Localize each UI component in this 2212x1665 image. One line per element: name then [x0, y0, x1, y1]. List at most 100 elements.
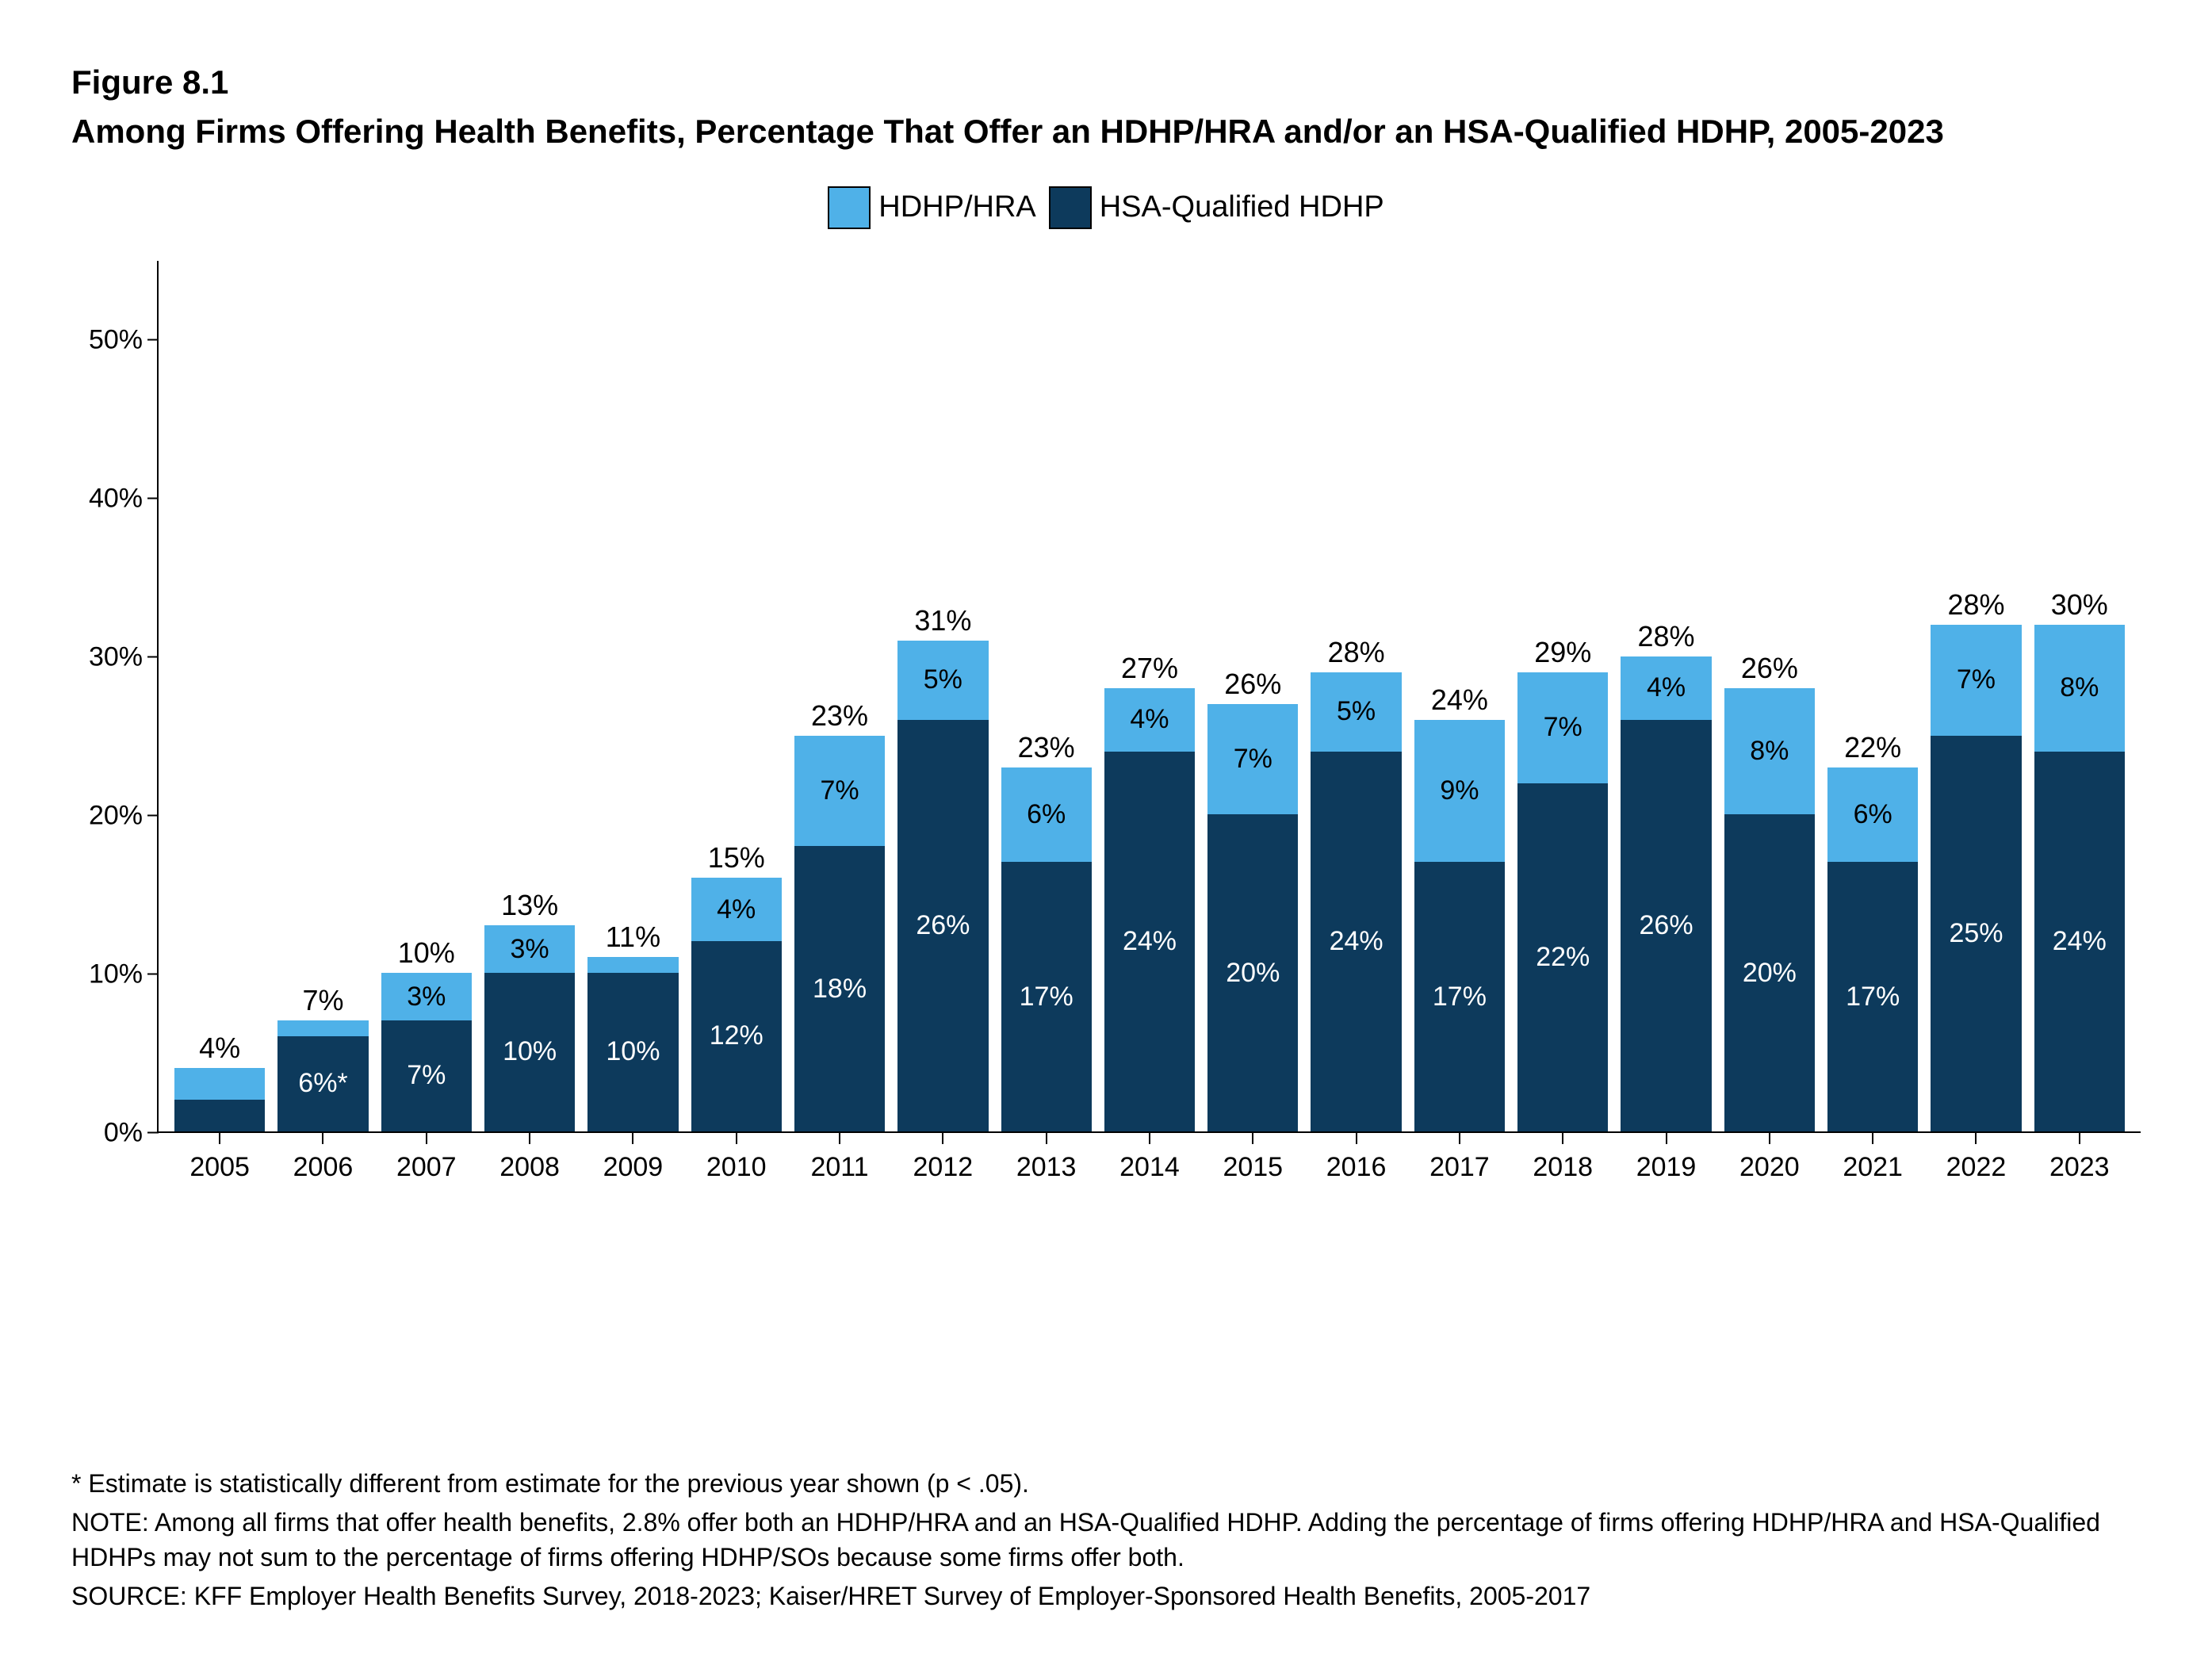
bar-total-label: 7%	[302, 984, 343, 1017]
x-tick: 2014	[1104, 1133, 1195, 1183]
segment-label: 9%	[1440, 775, 1479, 806]
x-tick-mark-icon	[1356, 1133, 1357, 1144]
bar: 7%6%*	[277, 1020, 368, 1131]
bar: 30%8%24%	[2034, 625, 2125, 1131]
segment-label: 22%	[1536, 942, 1590, 973]
bar-total-label: 26%	[1224, 668, 1281, 701]
x-tick: 2021	[1827, 1133, 1918, 1183]
bar-slot: 7% 6%*	[277, 261, 368, 1131]
bar-segment-hsa: 20%	[1207, 814, 1298, 1131]
bar-slot: 26%8%20%	[1724, 261, 1815, 1131]
x-tick-mark-icon	[2079, 1133, 2080, 1144]
bar-slot: 28%7%25%	[1931, 261, 2021, 1131]
bar-segment-hsa: 26%	[897, 720, 988, 1131]
x-tick-mark-icon	[1975, 1133, 1977, 1144]
x-tick-label: 2021	[1827, 1152, 1918, 1183]
segment-label: 18%	[813, 974, 867, 1005]
bar-slot: 24%9%17%	[1414, 261, 1505, 1131]
segment-label: 10%	[503, 1036, 557, 1067]
bar-segment-hsa: 7%	[381, 1020, 472, 1131]
x-tick-mark-icon	[736, 1133, 737, 1144]
x-axis: 2005200620072008200920102011201220132014…	[159, 1133, 2141, 1183]
x-tick-label: 2006	[277, 1152, 368, 1183]
bar: 28%7%25%	[1931, 625, 2021, 1131]
bar-slot: 29% 7% 22%	[1517, 261, 1608, 1131]
x-tick-label: 2018	[1517, 1152, 1608, 1183]
bar-segment-hsa: 10%	[587, 973, 678, 1131]
legend: HDHP/HRA HSA-Qualified HDHP	[71, 186, 2141, 229]
bar: 28%4%26%	[1621, 656, 1711, 1131]
x-tick: 2012	[897, 1133, 988, 1183]
chart-title: Among Firms Offering Health Benefits, Pe…	[71, 109, 2141, 155]
x-tick-label: 2016	[1311, 1152, 1401, 1183]
bar-slot: 23%7%18%	[794, 261, 885, 1131]
segment-label: 8%	[1750, 736, 1789, 767]
bar-segment-hdhp-hra: 6%	[1827, 767, 1918, 863]
bar: 22%6%17%	[1827, 767, 1918, 1131]
bar-segment-hdhp-hra: 7%	[1931, 625, 2021, 736]
bar-segment-hsa: 24%	[1311, 752, 1401, 1131]
y-tick-mark-icon	[147, 815, 159, 817]
legend-item-hdhp-hra: HDHP/HRA	[828, 186, 1035, 229]
x-tick: 2018	[1517, 1133, 1608, 1183]
x-tick-label: 2015	[1207, 1152, 1298, 1183]
x-tick: 2008	[484, 1133, 575, 1183]
x-tick-label: 2009	[587, 1152, 678, 1183]
bar-total-label: 31%	[914, 604, 971, 637]
bar-segment-hdhp-hra: 5%	[1311, 672, 1401, 752]
bar: 23%7%18%	[794, 736, 885, 1131]
y-tick: 20%	[71, 800, 157, 831]
x-tick: 2017	[1414, 1133, 1505, 1183]
bar-segment-hdhp-hra: 6%	[1001, 767, 1092, 863]
plot-area: 4%7%6%*10%3%7%13%3%10%11%10%15%4%12%23%7…	[159, 261, 2141, 1133]
bar-slot: 13%3% 10%	[484, 261, 575, 1131]
x-tick-label: 2020	[1724, 1152, 1815, 1183]
x-tick-mark-icon	[1562, 1133, 1563, 1144]
bar-slot: 30%8%24%	[2034, 261, 2125, 1131]
segment-label: 3%	[407, 982, 446, 1012]
x-tick: 2011	[794, 1133, 885, 1183]
x-tick: 2020	[1724, 1133, 1815, 1183]
x-tick-label: 2013	[1001, 1152, 1092, 1183]
bar-segment-hsa: 6%*	[277, 1036, 368, 1131]
bar-segment-hdhp-hra: 3%	[484, 925, 575, 973]
x-tick-mark-icon	[219, 1133, 220, 1144]
bar: 23%6%17%	[1001, 767, 1092, 1131]
bar-segment-hdhp-hra: 7%	[1207, 704, 1298, 815]
bar-segment-hdhp-hra: 7%	[794, 736, 885, 847]
x-tick-label: 2014	[1104, 1152, 1195, 1183]
bar: 26%8%20%	[1724, 688, 1815, 1131]
bar-segment-hsa: 17%	[1414, 862, 1505, 1131]
segment-label: 7%	[1544, 712, 1582, 743]
x-tick: 2019	[1621, 1133, 1711, 1183]
bar-segment-hsa: 24%	[1104, 752, 1195, 1131]
x-tick-label: 2023	[2034, 1152, 2125, 1183]
figure-container: Figure 8.1 Among Firms Offering Health B…	[0, 0, 2212, 1665]
segment-label: 7%	[820, 775, 859, 806]
y-tick-mark-icon	[147, 339, 159, 341]
x-tick-mark-icon	[632, 1133, 633, 1144]
x-tick-label: 2010	[691, 1152, 782, 1183]
segment-label: 17%	[1846, 982, 1900, 1012]
segment-label: 24%	[1123, 926, 1177, 957]
segment-label: 17%	[1433, 982, 1487, 1012]
note-body: NOTE: Among all firms that offer health …	[71, 1505, 2141, 1576]
x-tick-mark-icon	[1149, 1133, 1150, 1144]
segment-label: 4%	[1130, 704, 1169, 735]
bar-total-label: 15%	[708, 841, 765, 875]
x-tick-label: 2011	[794, 1152, 885, 1183]
bar-total-label: 28%	[1328, 636, 1385, 669]
y-tick-mark-icon	[147, 974, 159, 975]
bar-total-label: 27%	[1121, 652, 1178, 685]
bar: 26%7%20%	[1207, 704, 1298, 1131]
bar-segment-hsa: 17%	[1001, 862, 1092, 1131]
x-tick: 2023	[2034, 1133, 2125, 1183]
bar-segment-hdhp-hra: 5%	[897, 641, 988, 720]
bar-segment-hsa: 17%	[1827, 862, 1918, 1131]
bar-total-label: 29%	[1534, 636, 1591, 669]
bar: 10%3%7%	[381, 973, 472, 1131]
x-tick-label: 2007	[381, 1152, 472, 1183]
bar-total-label: 13%	[501, 889, 558, 922]
x-tick-label: 2008	[484, 1152, 575, 1183]
bar-total-label: 4%	[199, 1032, 240, 1065]
